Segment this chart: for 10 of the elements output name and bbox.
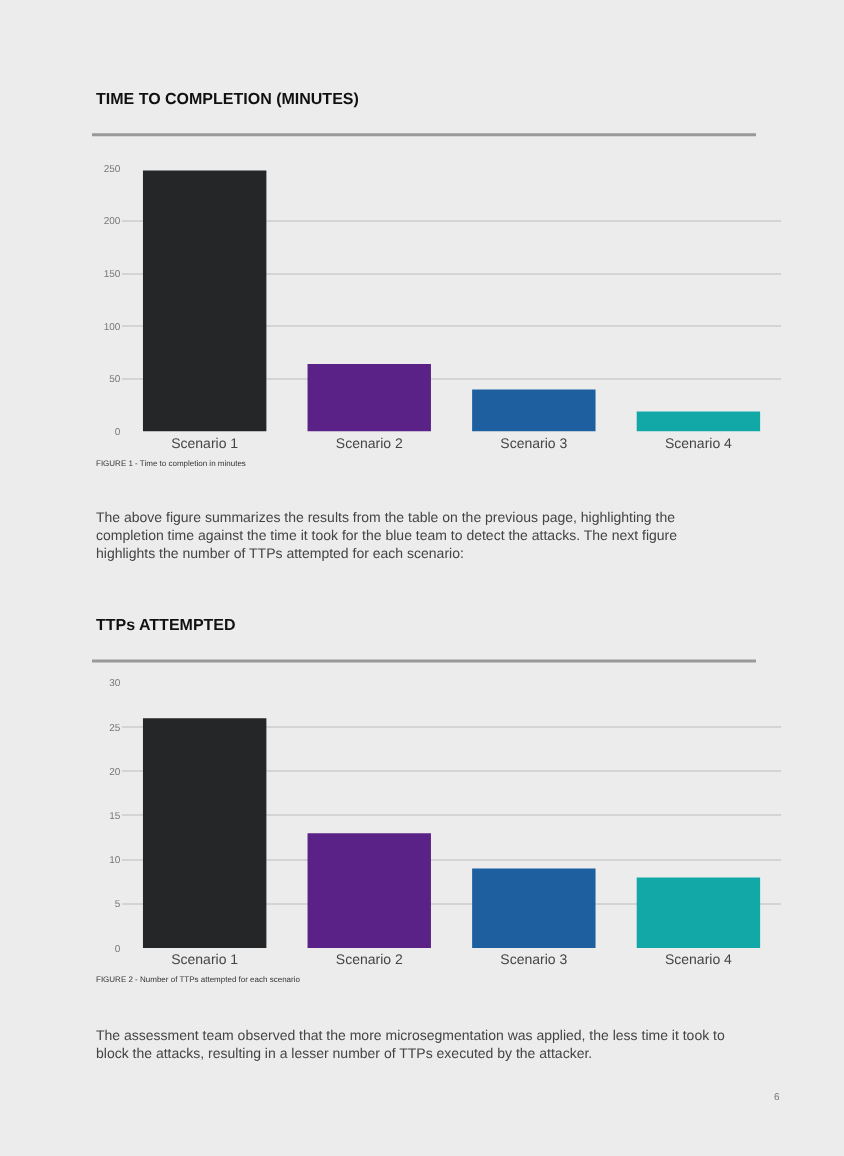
chart-title: TIME TO COMPLETION (MINUTES) bbox=[96, 90, 360, 108]
bar bbox=[142, 170, 267, 432]
bar bbox=[636, 877, 761, 949]
bar bbox=[472, 868, 596, 949]
chart-title: TTPs ATTEMPTED bbox=[96, 616, 236, 634]
bar bbox=[307, 364, 431, 432]
bar bbox=[472, 389, 596, 432]
bar bbox=[636, 411, 761, 432]
bar bbox=[142, 718, 267, 949]
bar bbox=[307, 833, 431, 949]
